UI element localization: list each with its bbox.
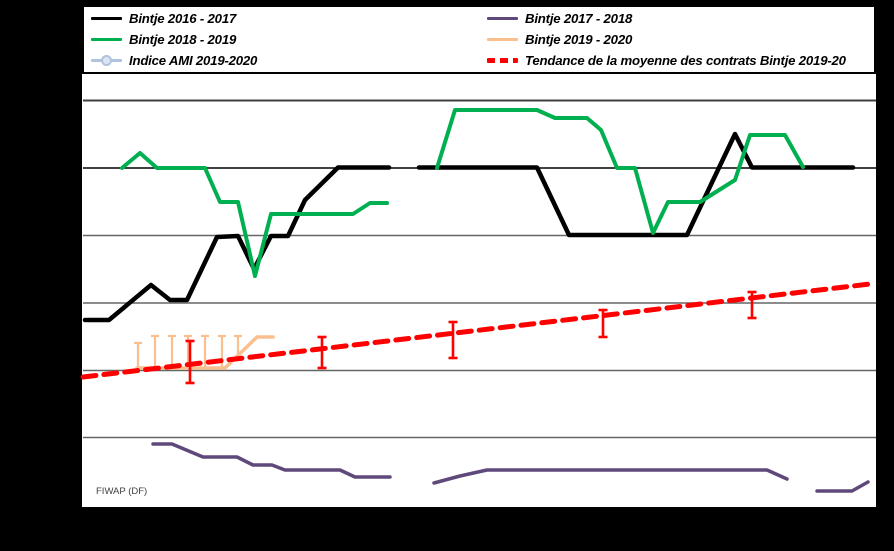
legend-column-left: Bintje 2016 - 2017 Bintje 2018 - 2019 Indi…	[91, 8, 257, 71]
watermark-label: FIWAP (DF)	[96, 486, 148, 497]
legend-swatch-marker-line	[91, 55, 122, 66]
legend-label: Bintje 2019 - 2020	[525, 32, 633, 47]
legend-item-bintje-2017-2018: Bintje 2017 - 2018	[487, 8, 846, 29]
legend-label: Bintje 2017 - 2018	[525, 11, 633, 26]
series-tendance-de-la-moyenne-des-contrats-bintje-2019-20	[80, 281, 873, 385]
legend-label: Bintje 2016 - 2017	[129, 11, 237, 26]
series-bintje-2019-2020	[134, 334, 275, 370]
legend-item-indice-ami-2019-2020: Indice AMI 2019-2020	[91, 50, 257, 71]
legend-label: Tendance de la moyenne des contrats Bint…	[525, 53, 846, 68]
legend-swatch-solid	[487, 37, 518, 42]
legend-swatch-dashed	[487, 58, 518, 63]
legend: Bintje 2016 - 2017 Bintje 2018 - 2019 Indi…	[82, 5, 876, 74]
series-bintje-2016-2017	[82, 131, 856, 323]
legend-column-right: Bintje 2017 - 2018 Bintje 2019 - 2020 Tend…	[487, 8, 846, 71]
legend-item-bintje-2018-2019: Bintje 2018 - 2019	[91, 29, 257, 50]
circle-marker-icon	[101, 55, 112, 66]
legend-item-bintje-2016-2017: Bintje 2016 - 2017	[91, 8, 257, 29]
legend-label: Indice AMI 2019-2020	[129, 53, 258, 68]
legend-swatch-solid	[91, 37, 122, 42]
legend-swatch-solid	[91, 16, 122, 21]
series-bintje-2017-2018	[151, 442, 870, 493]
legend-label: Bintje 2018 - 2019	[129, 32, 237, 47]
legend-swatch-solid	[487, 16, 518, 21]
series-bintje-2018-2019	[120, 108, 805, 278]
legend-item-bintje-2019-2020: Bintje 2019 - 2020	[487, 29, 846, 50]
chart-background	[82, 5, 876, 507]
legend-item-tendance-de-la-moyenne-des-contrats-bintje-2019-20: Tendance de la moyenne des contrats Bint…	[487, 50, 846, 71]
